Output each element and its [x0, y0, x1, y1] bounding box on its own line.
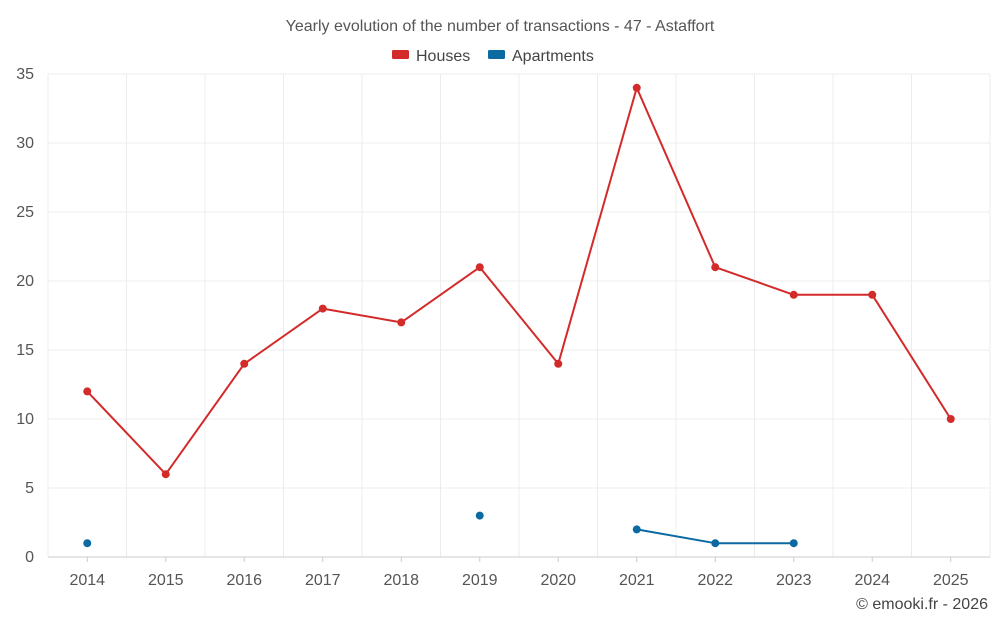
- x-tick-label: 2019: [462, 572, 498, 589]
- x-tick-label: 2014: [69, 572, 105, 589]
- series: [83, 83, 955, 548]
- legend-item-houses[interactable]: Houses: [392, 48, 470, 65]
- data-point-apartments[interactable]: [475, 511, 484, 520]
- data-point-houses[interactable]: [475, 263, 484, 272]
- data-point-houses[interactable]: [789, 290, 798, 299]
- x-tick-label: 2020: [540, 572, 576, 589]
- series-houses: [83, 83, 955, 479]
- x-tick-label: 2023: [776, 572, 812, 589]
- series-line-houses: [86, 86, 952, 476]
- y-tick-label: 35: [16, 66, 34, 83]
- y-tick-label: 20: [16, 273, 34, 290]
- x-tick-label: 2016: [226, 572, 262, 589]
- x-tick-label: 2018: [383, 572, 419, 589]
- y-tick-label: 5: [25, 480, 34, 497]
- series-apartments: [83, 511, 798, 548]
- data-point-houses[interactable]: [632, 83, 641, 92]
- legend-swatch-houses: [392, 50, 409, 59]
- y-tick-label: 0: [25, 549, 34, 566]
- x-tick-label: 2021: [619, 572, 655, 589]
- x-tick-label: 2017: [305, 572, 341, 589]
- data-point-apartments[interactable]: [711, 539, 720, 548]
- x-tick-label: 2022: [697, 572, 733, 589]
- y-tick-label: 25: [16, 204, 34, 221]
- y-tick-label: 30: [16, 135, 34, 152]
- legend-swatch-apartments: [488, 50, 505, 59]
- x-tick-label: 2025: [933, 572, 969, 589]
- credit-text: © emooki.fr - 2026: [856, 596, 988, 613]
- data-point-houses[interactable]: [161, 470, 170, 479]
- data-point-houses[interactable]: [83, 387, 92, 396]
- x-tick-label: 2015: [148, 572, 184, 589]
- data-point-houses[interactable]: [868, 290, 877, 299]
- data-point-houses[interactable]: [397, 318, 406, 327]
- y-tick-label: 10: [16, 411, 34, 428]
- data-point-houses[interactable]: [318, 304, 327, 313]
- data-point-apartments[interactable]: [789, 539, 798, 548]
- data-point-houses[interactable]: [711, 263, 720, 272]
- legend: Houses Apartments: [392, 48, 594, 65]
- data-point-apartments[interactable]: [632, 525, 641, 534]
- legend-label-houses: Houses: [416, 48, 470, 65]
- y-tick-label: 15: [16, 342, 34, 359]
- chart-title: Yearly evolution of the number of transa…: [286, 18, 715, 35]
- data-point-houses[interactable]: [946, 415, 955, 423]
- data-point-houses[interactable]: [554, 359, 563, 368]
- legend-label-apartments: Apartments: [512, 48, 594, 65]
- legend-item-apartments[interactable]: Apartments: [488, 48, 594, 65]
- data-point-houses[interactable]: [240, 359, 249, 368]
- x-tick-label: 2024: [854, 572, 890, 589]
- data-point-apartments[interactable]: [83, 539, 92, 548]
